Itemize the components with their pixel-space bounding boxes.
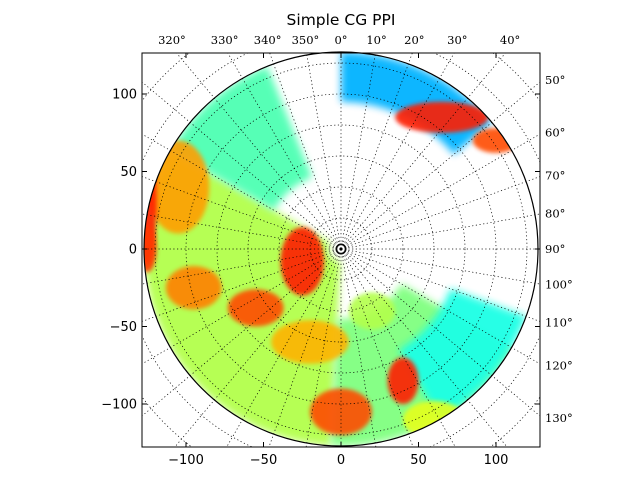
grid-spoke-120 xyxy=(340,248,540,365)
echo-cell-8 xyxy=(280,227,324,296)
x-tick-label: −50 xyxy=(250,453,277,468)
grid-ring-4 xyxy=(185,93,497,405)
grid-spoke-260 xyxy=(142,248,342,285)
y-axis: −100 −50 0 50 100 xyxy=(101,88,540,413)
grid-spoke-70 xyxy=(340,176,540,250)
top-azimuth-label: 10° xyxy=(366,33,386,47)
y-tick-label: −100 xyxy=(101,398,137,413)
echo-sector-4 xyxy=(399,288,526,420)
top-azimuth-labels: 320° 330° 340° 350° 0° 10° 20° 30° 40° xyxy=(158,33,520,47)
top-azimuth-label: 0° xyxy=(334,33,347,47)
grid-spoke-350 xyxy=(306,53,342,250)
grid-spoke-10 xyxy=(340,53,376,250)
grid-spoke-110 xyxy=(340,248,540,322)
grid-spoke-340 xyxy=(269,53,342,250)
echo-sector-1 xyxy=(170,66,312,211)
grid-spoke-190 xyxy=(305,248,342,447)
x-tick-label: 0 xyxy=(337,453,345,468)
x-axis: −100 −50 0 50 100 xyxy=(168,53,508,468)
grid-spoke-30 xyxy=(340,53,455,250)
right-azimuth-label: 50° xyxy=(545,73,565,87)
echo-cell-13 xyxy=(387,357,419,404)
right-azimuth-label: 90° xyxy=(545,242,565,256)
grid-spoke-300 xyxy=(142,133,342,250)
x-tick-label: 50 xyxy=(410,453,427,468)
right-azimuth-label: 60° xyxy=(545,126,565,140)
echo-cell-9 xyxy=(227,289,284,327)
top-azimuth-label: 340° xyxy=(254,33,282,47)
grid-spoke-170 xyxy=(340,248,377,447)
top-azimuth-label: 20° xyxy=(404,33,424,47)
grid-ring-0 xyxy=(309,217,373,281)
radar-site-marker xyxy=(335,243,347,255)
grid-spoke-230 xyxy=(142,248,342,417)
grid-ring-3 xyxy=(216,124,466,374)
grid-spoke-200 xyxy=(268,248,342,447)
grid-spoke-240 xyxy=(142,248,342,365)
x-tick-label: −100 xyxy=(168,453,204,468)
right-azimuth-label: 130° xyxy=(545,411,573,425)
x-tick-label: 100 xyxy=(484,453,509,468)
grid-spoke-210 xyxy=(226,248,342,447)
grid-spoke-220 xyxy=(174,248,342,447)
grid-spoke-20 xyxy=(340,53,413,250)
top-azimuth-label: 350° xyxy=(292,33,320,47)
right-azimuth-label: 120° xyxy=(545,358,573,372)
grid-spoke-80 xyxy=(340,213,540,250)
grid-spoke-290 xyxy=(142,176,342,250)
grid-spoke-320 xyxy=(176,53,342,250)
grid-spoke-280 xyxy=(142,213,342,250)
right-azimuth-label: 80° xyxy=(545,206,565,220)
echo-cell-12 xyxy=(310,388,372,435)
grid-spoke-60 xyxy=(340,133,540,250)
grid-spoke-330 xyxy=(227,53,342,250)
top-azimuth-label: 320° xyxy=(158,33,186,47)
grid-spoke-250 xyxy=(142,248,342,322)
top-azimuth-label: 30° xyxy=(447,33,467,47)
right-azimuth-labels: 50° 60° 70° 80° 90° 100° 110° 120° 130° xyxy=(545,73,573,425)
grid-ring-1 xyxy=(278,186,404,312)
chart-title: Simple CG PPI xyxy=(287,11,396,29)
echo-cell-16 xyxy=(144,225,157,273)
top-azimuth-label: 330° xyxy=(211,33,239,47)
top-azimuth-label: 40° xyxy=(500,33,520,47)
right-azimuth-label: 110° xyxy=(545,315,573,329)
echo-cell-18 xyxy=(348,292,396,330)
grid-spoke-160 xyxy=(340,248,414,447)
y-tick-label: 50 xyxy=(120,165,137,180)
grid-spoke-40 xyxy=(340,53,506,250)
grid-spoke-100 xyxy=(340,248,540,285)
grid-spoke-50 xyxy=(340,81,540,250)
grid-spoke-130 xyxy=(340,248,540,417)
radar-site-dot xyxy=(339,247,343,251)
grid-spoke-150 xyxy=(340,248,456,447)
y-tick-label: 0 xyxy=(129,243,137,258)
y-tick-label: −50 xyxy=(110,320,137,335)
grid-spoke-310 xyxy=(142,81,342,250)
echo-cell-14 xyxy=(395,101,489,133)
grid-spoke-140 xyxy=(340,248,508,447)
y-tick-label: 100 xyxy=(112,88,137,103)
right-azimuth-label: 100° xyxy=(545,278,573,292)
echo-cell-11 xyxy=(271,320,349,364)
right-azimuth-label: 70° xyxy=(545,169,565,183)
echo-cell-10 xyxy=(165,266,222,310)
